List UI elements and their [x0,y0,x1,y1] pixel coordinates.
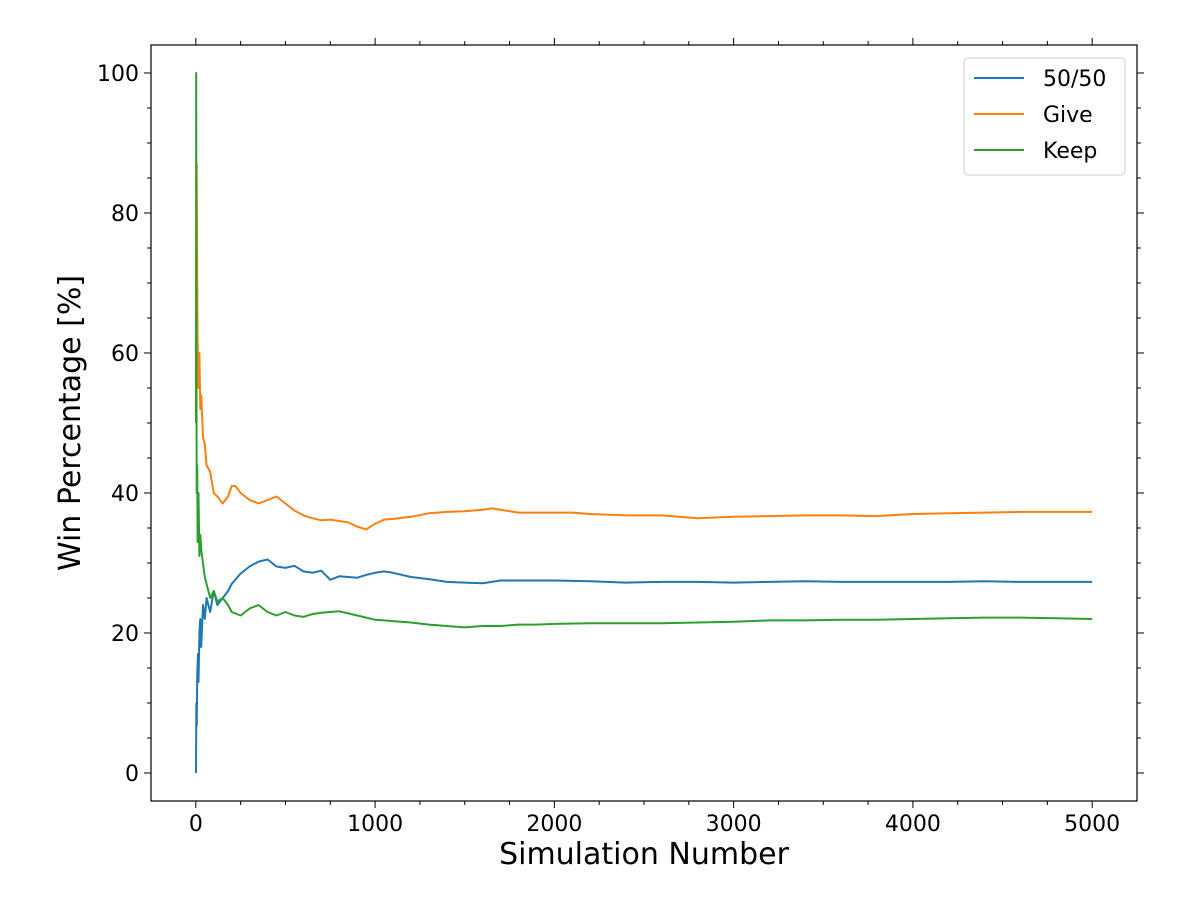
tick-labels: 0 1000 2000 3000 4000 5000 0 20 40 60 80 100 [97,62,1120,837]
x-axis-title: Simulation Number [499,837,790,872]
y-tick-label: 0 [125,762,139,787]
series-line-give [195,163,1093,531]
x-tick-label: 5000 [1064,812,1120,837]
y-tick-label: 100 [97,62,139,87]
series-line-50-50 [195,558,1093,774]
x-tick-label: 1000 [347,812,403,837]
series-line-keep [195,72,1093,629]
legend: 50/50 Give Keep [963,57,1126,176]
y-tick-label: 40 [111,482,139,507]
plot-lines [195,72,1093,774]
x-tick-label: 4000 [885,812,941,837]
x-tick-label: 2000 [526,812,582,837]
y-tick-label: 60 [111,342,139,367]
legend-label-keep: Keep [1043,139,1097,164]
legend-box [963,57,1126,176]
y-tick-label: 20 [111,622,139,647]
legend-label-50-50: 50/50 [1043,67,1106,92]
legend-label-give: Give [1043,103,1093,128]
y-tick-label: 80 [111,202,139,227]
x-tick-label: 3000 [706,812,762,837]
plot-frame [150,44,1138,802]
axis-ticks [144,38,1144,808]
x-tick-label: 0 [189,812,203,837]
y-axis-title: Win Percentage [%] [53,275,88,571]
